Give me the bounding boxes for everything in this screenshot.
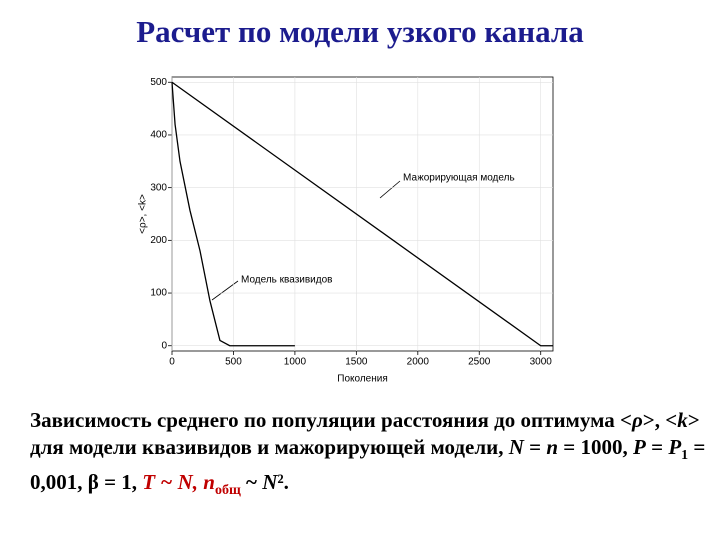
caption-text: 1 (681, 448, 689, 464)
caption-text: = (645, 435, 669, 459)
caption-text: общ (214, 483, 241, 499)
caption-text: = 1000, (558, 435, 634, 459)
caption-text: N (508, 435, 524, 459)
leader-line (379, 180, 401, 199)
caption-text: β (87, 470, 99, 495)
x-tick-label: 2000 (407, 357, 430, 368)
caption-text: ~ (240, 470, 263, 495)
caption-text: = 1, (98, 470, 143, 495)
x-tick-label: 1000 (284, 357, 307, 368)
caption-text: >, < (642, 408, 678, 432)
caption-text: Зависимость среднего по популяции рассто… (30, 408, 632, 432)
y-tick-label: 500 (150, 77, 167, 88)
leader-line (211, 280, 239, 301)
x-tick-label: 0 (169, 357, 175, 368)
series-line (171, 81, 553, 347)
caption-text: = (523, 435, 547, 459)
caption-text: > для модели квазивидов и мажорирующей м… (30, 408, 700, 459)
series-line (171, 82, 295, 347)
caption-text: T ~ N, n (142, 470, 215, 495)
caption-text: ρ (631, 408, 643, 432)
y-tick-label: 200 (150, 235, 167, 246)
y-tick-label: 0 (161, 340, 167, 351)
caption-text: N (262, 470, 278, 495)
caption-text: = 0,001, (30, 435, 706, 495)
caption-text: P (668, 435, 682, 459)
x-tick-label: 500 (225, 357, 242, 368)
caption-text: n (546, 435, 559, 459)
caption: Зависимость среднего по популяции рассто… (30, 407, 708, 504)
chart: Мажорирующая модель Модель квазивидов 0 1… (138, 76, 554, 385)
x-tick-label: 3000 (530, 357, 553, 368)
series-annotation: Модель квазивидов (241, 275, 332, 286)
caption-text: . (283, 470, 289, 495)
x-tick-label: 2500 (468, 357, 491, 368)
y-tick-label: 300 (150, 182, 167, 193)
slide-title: Расчет по модели узкого канала (136, 14, 584, 49)
y-axis-label: <ρ>, <k> (138, 194, 149, 234)
caption-text: ² (277, 470, 284, 495)
y-tick-label: 100 (150, 288, 167, 299)
x-axis-label: Поколения (337, 374, 388, 385)
series-annotation: Мажорирующая модель (403, 173, 515, 184)
caption-text: P (633, 435, 646, 459)
plot-frame (171, 76, 554, 352)
x-tick-label: 1500 (345, 357, 368, 368)
y-tick-label: 400 (150, 130, 167, 141)
caption-text: k (677, 408, 688, 432)
